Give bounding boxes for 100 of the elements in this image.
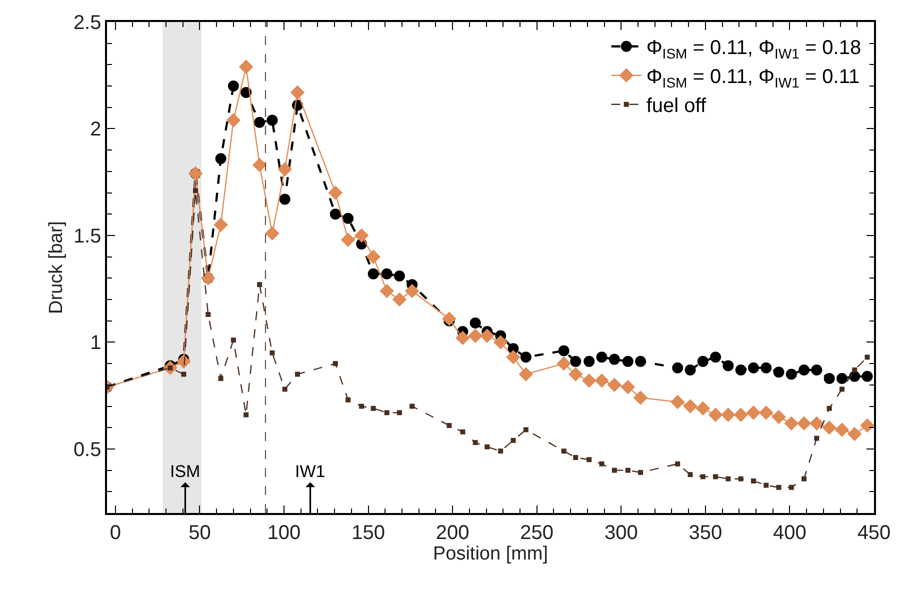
point	[620, 380, 636, 394]
legend-label: Φ$_{ISM}$ = 0.11, Φ$_{IW1}$ = 0.18	[646, 37, 862, 62]
point	[814, 436, 820, 441]
point	[394, 270, 405, 282]
point	[758, 406, 774, 420]
point	[342, 212, 354, 224]
point	[824, 373, 835, 384]
point	[380, 284, 394, 298]
point	[633, 390, 648, 405]
point	[802, 476, 807, 482]
point	[734, 408, 748, 422]
point	[446, 422, 452, 428]
point	[688, 472, 693, 478]
point	[750, 478, 756, 484]
point	[746, 406, 761, 420]
annotation: IW1	[295, 462, 326, 481]
x-tick-label: 50	[188, 522, 211, 544]
point	[608, 354, 620, 365]
point	[346, 397, 351, 402]
point	[181, 372, 186, 377]
point	[847, 426, 862, 442]
point	[442, 312, 456, 326]
point	[625, 468, 630, 473]
point	[506, 350, 520, 364]
point	[764, 482, 769, 488]
point	[244, 412, 249, 418]
point	[330, 208, 341, 220]
point	[215, 153, 226, 164]
point	[864, 354, 870, 360]
point	[328, 186, 343, 200]
point	[359, 404, 364, 409]
point	[822, 420, 836, 435]
point	[773, 366, 784, 378]
point	[786, 368, 797, 380]
point	[404, 284, 420, 298]
x-tick-label: 250	[520, 522, 554, 544]
point	[257, 282, 262, 288]
point	[638, 470, 644, 475]
point	[556, 356, 571, 371]
point	[498, 448, 504, 454]
point	[622, 356, 634, 367]
point	[596, 352, 608, 363]
point	[748, 362, 759, 374]
point	[862, 370, 873, 382]
y-tick-label: 0.5	[73, 438, 102, 461]
point	[558, 345, 570, 356]
point	[266, 114, 278, 126]
x-tick-label: 400	[773, 522, 806, 544]
point	[834, 422, 850, 437]
point	[584, 356, 595, 367]
point	[570, 356, 582, 367]
point	[290, 85, 305, 100]
point	[788, 484, 794, 490]
point	[228, 80, 239, 92]
point	[523, 427, 528, 432]
point	[696, 401, 710, 416]
point	[381, 268, 392, 280]
x-tick-label: 150	[352, 522, 385, 544]
point	[518, 367, 534, 382]
point	[700, 474, 706, 480]
point	[561, 448, 566, 454]
x-tick-label: 300	[604, 522, 638, 544]
legend-label: Φ$_{ISM}$ = 0.11, Φ$_{IW1}$ = 0.11	[646, 66, 860, 90]
point	[836, 373, 848, 384]
point	[735, 364, 746, 376]
point	[708, 408, 723, 422]
point	[340, 232, 356, 247]
point	[493, 335, 508, 350]
x-tick-label: 350	[688, 522, 722, 544]
point	[582, 373, 596, 388]
point	[252, 158, 267, 172]
point	[839, 386, 844, 392]
point	[683, 399, 698, 414]
point	[599, 461, 604, 466]
annotation: ISM	[170, 462, 200, 481]
point	[568, 367, 583, 382]
point	[784, 416, 799, 430]
point	[354, 228, 369, 243]
point	[860, 418, 874, 433]
point	[279, 194, 290, 205]
point	[796, 416, 812, 430]
point	[392, 292, 407, 307]
point	[265, 226, 280, 240]
point	[368, 268, 379, 280]
y-tick-label: 2.5	[73, 12, 102, 34]
point	[738, 476, 744, 482]
point	[226, 113, 241, 128]
point	[573, 455, 578, 460]
point	[460, 429, 466, 434]
point	[254, 116, 266, 128]
y-tick-label: 1.5	[73, 225, 102, 248]
point	[675, 461, 680, 466]
point	[480, 328, 494, 343]
point	[798, 364, 810, 376]
point	[193, 188, 198, 194]
point	[384, 410, 390, 416]
point	[238, 60, 254, 74]
point	[396, 410, 402, 416]
point	[670, 394, 685, 410]
y-tick-label: 2	[90, 118, 102, 141]
